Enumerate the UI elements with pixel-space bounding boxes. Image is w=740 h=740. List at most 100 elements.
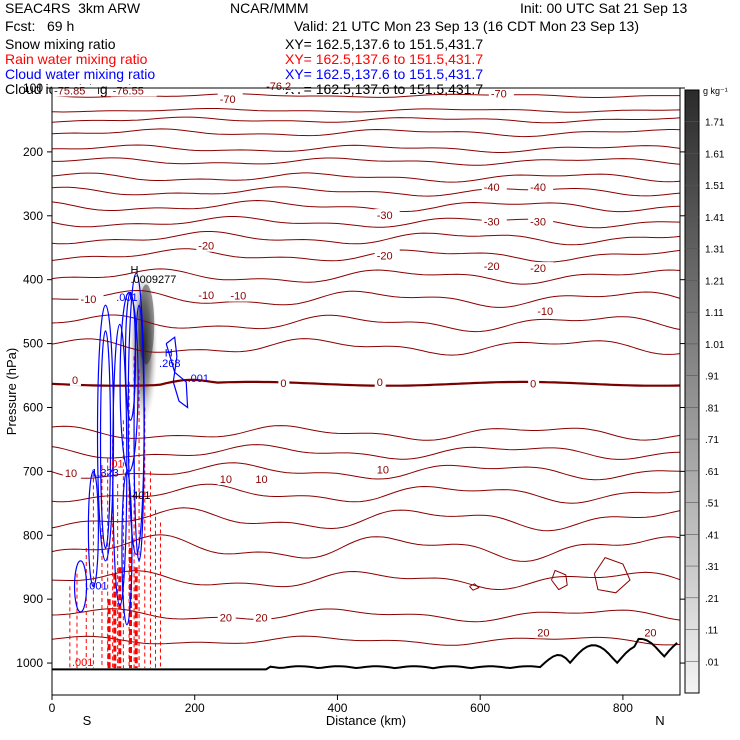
temperature-label-bg — [528, 180, 554, 193]
field-label: .0009277 — [131, 274, 177, 286]
y-tick-label: 700 — [23, 464, 43, 478]
temperature-label: -10 — [537, 306, 553, 318]
temperature-label-bg — [253, 472, 272, 485]
colorbar-unit: g kg⁻¹ — [703, 86, 728, 96]
y-tick-label: 400 — [23, 273, 43, 287]
temperature-contour — [51, 425, 681, 441]
temperature-label-bg — [62, 467, 81, 480]
colorbar-label: .11 — [705, 626, 719, 637]
cloud-water-contour — [121, 470, 133, 626]
colorbar-label: 1.61 — [705, 149, 725, 160]
colorbar — [684, 89, 700, 694]
zero-isotherm — [51, 378, 681, 387]
header-init: Init: 00 UTC Sat 21 Sep 13 — [520, 0, 688, 16]
temperature-contour — [51, 534, 681, 562]
temperature-label: 10 — [377, 464, 389, 476]
field-label: .001 — [72, 657, 93, 669]
temperature-label: -10 — [198, 290, 214, 302]
colorbar-label: .01 — [705, 657, 719, 668]
header-center: NCAR/MMM — [230, 0, 309, 16]
y-axis-label: Pressure (hPa) — [4, 348, 19, 435]
temperature-contour — [51, 462, 681, 481]
x-tick-label: 0 — [49, 701, 56, 715]
temperature-label: -20 — [530, 263, 546, 275]
y-tick-label: 1000 — [16, 656, 43, 670]
cloud-water-contour — [133, 304, 145, 562]
temperature-contour-loop — [551, 569, 568, 591]
temperature-label-bg — [488, 87, 514, 100]
cloud-water-contour — [99, 330, 112, 549]
temperature-contour — [51, 144, 681, 153]
colorbar-label: .21 — [705, 594, 719, 605]
y-tick-label: 600 — [23, 400, 43, 414]
temperature-label: -20 — [198, 241, 214, 253]
temperature-contour — [51, 199, 681, 213]
temperature-label-bg — [535, 626, 554, 639]
colorbar-label: 1.21 — [705, 276, 725, 287]
temperature-label: -76.55 — [113, 85, 144, 97]
temperature-label: -10 — [81, 294, 97, 306]
temperature-contour — [51, 507, 681, 532]
field-label-snow: Snow mixing ratio — [5, 36, 116, 52]
x-tick-label: 200 — [185, 701, 205, 715]
temperature-label-bg — [535, 304, 561, 317]
temperature-contour — [51, 93, 680, 98]
temperature-label: 0 — [280, 378, 286, 390]
y-tick-label: 800 — [23, 528, 43, 542]
temperature-contour — [51, 268, 681, 285]
cloud-water-contour — [165, 336, 189, 409]
temperature-contour — [52, 157, 681, 166]
x-tick-label: 600 — [470, 701, 490, 715]
temperature-contour — [51, 108, 681, 113]
temperature-label: 10 — [220, 474, 232, 486]
colorbar-label: 1.11 — [705, 308, 724, 319]
temperature-label-bg — [278, 377, 290, 390]
field-label: .401 — [129, 490, 150, 502]
colorbar-label: .91 — [705, 372, 719, 383]
temperature-contour — [51, 483, 681, 504]
x-end-label-south: S — [83, 713, 92, 728]
x-end-label-north: N — [655, 713, 664, 728]
colorbar-label: .71 — [705, 435, 719, 446]
temperature-label-bg — [228, 289, 254, 302]
temperature-label: -20 — [484, 261, 500, 273]
temperature-label-bg — [217, 611, 236, 624]
temperature-label-bg — [374, 375, 386, 388]
colorbar-label: 1.31 — [705, 245, 725, 256]
field-xy-cloud-water: XY= 162.5,137.6 to 151.5,431.7 — [285, 66, 484, 82]
cloud-water-contour — [87, 470, 99, 587]
temperature-label: 10 — [65, 468, 77, 480]
field-label: H — [165, 347, 173, 359]
temperature-label-bg — [52, 84, 99, 97]
temperature-contour-loop — [593, 556, 631, 594]
temperature-label: 0 — [530, 379, 536, 391]
temperature-label-bg — [528, 262, 554, 275]
temperature-label: -30 — [530, 216, 546, 228]
cloud-water-contour — [112, 323, 128, 607]
x-axis-label: Distance (km) — [326, 713, 406, 728]
temperature-label-bg — [481, 260, 507, 273]
temperature-label-bg — [642, 626, 661, 639]
temperature-label-bg — [217, 92, 243, 105]
temperature-label: -20 — [377, 250, 393, 262]
y-tick-label: 100 — [23, 81, 43, 95]
x-tick-label: 800 — [613, 701, 633, 715]
temperature-contour — [51, 570, 681, 591]
temperature-label: -70 — [491, 89, 507, 101]
temperature-label: -75.85 — [54, 85, 85, 97]
temperature-label-bg — [217, 472, 236, 485]
temperature-label: 20 — [644, 627, 656, 639]
temperature-contour — [51, 444, 681, 460]
temperature-contour — [51, 289, 681, 308]
temperature-label: -70 — [220, 94, 236, 106]
plot-frame — [51, 87, 681, 696]
temperature-label: -40 — [530, 182, 546, 194]
colorbar-label: .51 — [705, 499, 719, 510]
temperature-label: -30 — [484, 216, 500, 228]
x-tick-label: 400 — [327, 701, 347, 715]
colorbar-label: .31 — [705, 562, 719, 573]
temperature-contour — [51, 128, 681, 138]
temperature-label: 0 — [377, 377, 383, 389]
field-label: .001 — [188, 373, 209, 385]
